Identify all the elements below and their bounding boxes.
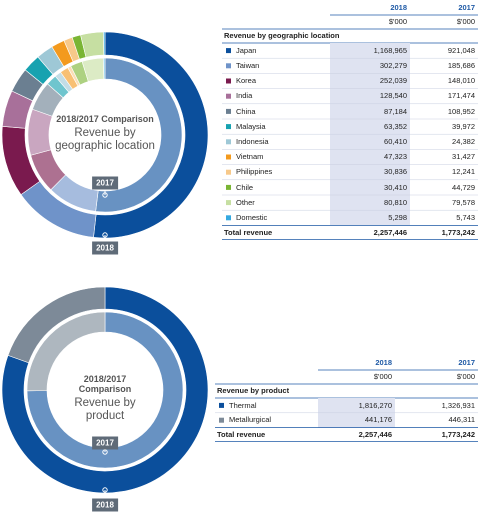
center-title: 2018/2017 Comparison xyxy=(78,373,132,394)
donut-segment xyxy=(103,31,106,56)
tag-pin xyxy=(102,232,108,238)
row-value: 44,729 xyxy=(452,182,475,192)
column-year: 2018 xyxy=(375,358,392,368)
donut-segment xyxy=(95,57,183,213)
center-subtitle: Revenue by geographic location xyxy=(55,126,155,152)
row-value: 446,311 xyxy=(448,415,475,425)
row-value: 24,382 xyxy=(452,137,475,147)
row-label: Malaysia xyxy=(236,121,266,131)
row-value: 30,410 xyxy=(384,182,407,192)
row-value: 47,323 xyxy=(384,152,407,162)
legend-swatch xyxy=(219,417,224,423)
row-value: 921,048 xyxy=(447,45,475,55)
row-label: Metallurgical xyxy=(229,415,272,425)
row-value: 252,039 xyxy=(379,76,407,86)
total-value: 1,773,242 xyxy=(441,429,475,439)
column-year: 2017 xyxy=(458,358,475,368)
row-value: 80,810 xyxy=(384,197,407,207)
legend-swatch xyxy=(226,139,231,145)
row-label: Indonesia xyxy=(236,137,269,147)
row-label: China xyxy=(236,106,256,116)
donut-segment xyxy=(93,31,209,239)
column-year: 2018 xyxy=(390,3,407,13)
row-value: 171,474 xyxy=(447,91,475,101)
legend-swatch xyxy=(226,48,231,54)
legend-swatch xyxy=(226,154,231,160)
row-label: Vietnam xyxy=(236,152,264,162)
row-value: 1,326,931 xyxy=(441,400,475,410)
legend-swatch xyxy=(226,108,231,114)
row-label: Chile xyxy=(236,182,254,192)
row-value: 30,836 xyxy=(384,167,407,177)
total-value: 2,257,446 xyxy=(373,227,407,237)
legend-swatch xyxy=(226,124,231,130)
row-value: 63,352 xyxy=(384,121,407,131)
legend-swatch xyxy=(226,78,231,84)
donut-segment xyxy=(26,311,106,392)
row-label: Taiwan xyxy=(236,61,260,71)
tag-pin xyxy=(102,449,108,455)
legend-swatch xyxy=(226,184,231,190)
legend-swatch xyxy=(219,402,224,408)
row-label: India xyxy=(236,91,253,101)
total-value: 2,257,446 xyxy=(358,429,392,439)
center-title: 2018/2017 Comparison xyxy=(56,113,154,124)
center-label: 2018/2017 Comparison Revenue by product xyxy=(65,374,145,422)
legend-swatch xyxy=(226,63,231,69)
donut-segment xyxy=(1,286,209,494)
row-value: 441,176 xyxy=(364,415,392,425)
column-unit: $'000 xyxy=(456,17,475,27)
center-subtitle: Revenue by product xyxy=(74,396,136,422)
table-heading: Revenue by product xyxy=(217,386,290,396)
row-label: Other xyxy=(236,197,255,207)
total-label: Total revenue xyxy=(217,429,266,439)
row-value: 148,010 xyxy=(447,76,475,86)
row-label: Thermal xyxy=(229,400,257,410)
donut-segment xyxy=(26,311,184,469)
row-value: 5,743 xyxy=(456,213,475,223)
row-value: 79,578 xyxy=(452,197,475,207)
column-year: 2017 xyxy=(458,3,475,13)
column-unit: $'000 xyxy=(456,372,475,382)
row-value: 60,410 xyxy=(384,137,407,147)
legend-swatch xyxy=(226,215,231,221)
total-value: 1,773,242 xyxy=(441,227,475,237)
row-value: 31,427 xyxy=(452,152,475,162)
ring-tag: 2017 xyxy=(92,176,118,190)
row-value: 302,279 xyxy=(379,61,407,71)
row-label: Philippines xyxy=(236,167,273,177)
tag-pin xyxy=(102,192,108,198)
table-heading: Revenue by geographic location xyxy=(224,31,340,41)
row-value: 87,184 xyxy=(384,106,407,116)
legend-swatch xyxy=(226,169,231,175)
donut-segment xyxy=(27,108,53,156)
row-value: 128,540 xyxy=(379,91,407,101)
legend-swatch xyxy=(226,93,231,99)
row-value: 1,816,270 xyxy=(358,400,392,410)
row-value: 108,952 xyxy=(447,106,475,116)
column-unit: $'000 xyxy=(388,17,407,27)
row-value: 5,298 xyxy=(388,213,407,223)
donut-segment xyxy=(7,286,106,364)
total-label: Total revenue xyxy=(224,227,273,237)
center-label: 2018/2017 Comparison Revenue by geographi… xyxy=(50,114,160,152)
tag-pin xyxy=(102,487,108,493)
row-value: 185,686 xyxy=(447,61,475,71)
ring-tag: 2018 xyxy=(92,241,118,255)
column-unit: $'000 xyxy=(373,372,392,382)
row-value: 12,241 xyxy=(452,167,475,177)
row-label: Japan xyxy=(236,45,257,55)
row-label: Korea xyxy=(236,76,257,86)
ring-tag: 2018 xyxy=(92,498,118,512)
legend-swatch xyxy=(226,200,231,206)
ring-tag: 2017 xyxy=(92,436,118,450)
row-label: Domestic xyxy=(236,213,268,223)
donut-segment xyxy=(103,57,106,80)
row-value: 39,972 xyxy=(452,121,475,131)
row-value: 1,168,965 xyxy=(373,45,407,55)
